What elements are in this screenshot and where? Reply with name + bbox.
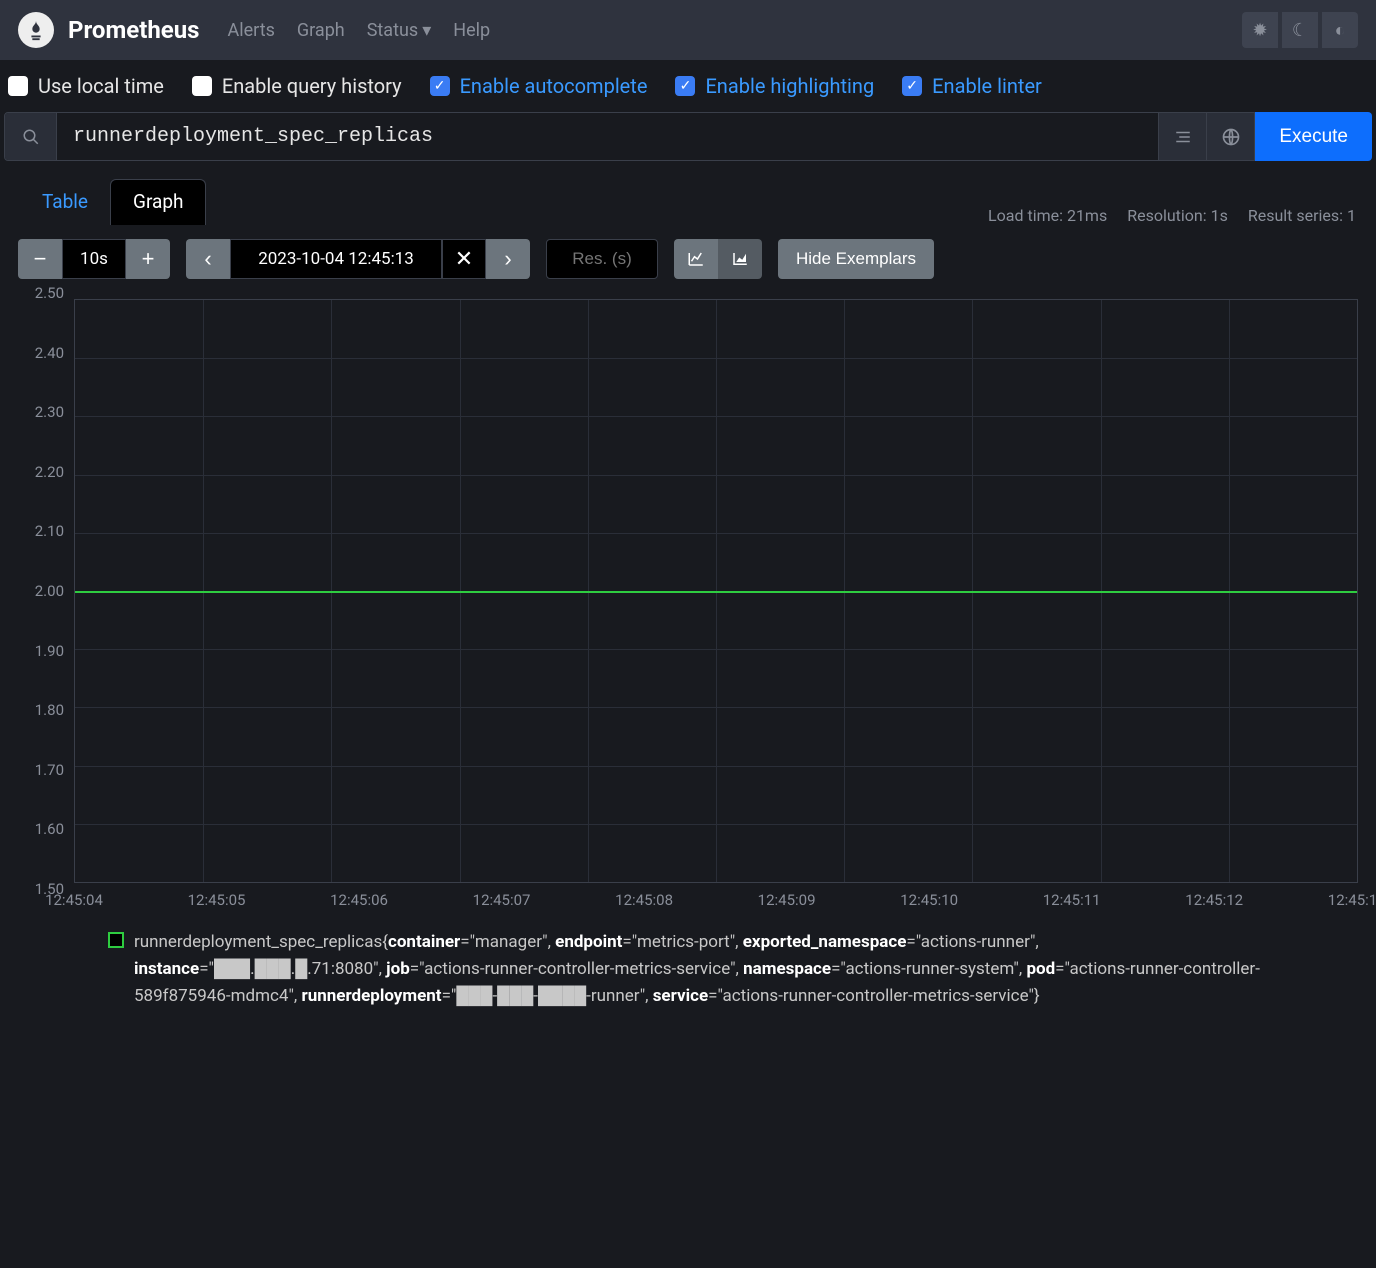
- expression-row: Execute: [0, 112, 1376, 161]
- line-chart-icon: [687, 250, 705, 268]
- toggle-1[interactable]: Enable query history: [192, 74, 402, 98]
- legend-text: runnerdeployment_spec_replicas{container…: [134, 929, 1268, 1011]
- x-tick-label: 12:45:06: [330, 891, 388, 909]
- x-tick-label: 12:45:10: [900, 891, 958, 909]
- theme-auto-button[interactable]: ✹: [1242, 12, 1278, 48]
- x-tick-label: 12:45:04: [45, 891, 103, 909]
- toggle-label: Use local time: [38, 74, 164, 98]
- brand-title: Prometheus: [68, 16, 200, 44]
- x-tick-label: 12:45:08: [615, 891, 673, 909]
- toggle-label: Enable autocomplete: [460, 74, 648, 98]
- chart: 2.502.402.302.202.102.001.901.801.701.60…: [18, 293, 1358, 913]
- contrast-icon: ◐: [1335, 20, 1346, 41]
- time-value[interactable]: 2023-10-04 12:45:13: [230, 239, 442, 279]
- globe-button[interactable]: [1206, 113, 1254, 160]
- theme-light-button[interactable]: ◐: [1322, 12, 1358, 48]
- brand-wrap[interactable]: Prometheus: [18, 12, 200, 48]
- stat-loadtime: Load time: 21ms: [988, 206, 1107, 225]
- format-button[interactable]: [1158, 113, 1206, 160]
- x-tick-label: 12:45:07: [473, 891, 531, 909]
- x-tick-label: 12:45:05: [188, 891, 246, 909]
- chevron-right-icon: ›: [504, 246, 511, 272]
- x-tick-label: 12:45:12: [1185, 891, 1243, 909]
- x-tick-label: 12:45:13: [1328, 891, 1376, 909]
- checkbox-icon: [192, 76, 212, 96]
- close-icon: ✕: [455, 246, 473, 272]
- execute-button[interactable]: Execute: [1255, 112, 1372, 161]
- moon-icon: ☾: [1292, 20, 1308, 41]
- plot-area[interactable]: [74, 299, 1358, 883]
- y-tick-label: 2.50: [35, 284, 64, 302]
- prometheus-logo-icon: [18, 12, 54, 48]
- toggle-4[interactable]: ✓ Enable linter: [902, 74, 1042, 98]
- range-value[interactable]: 10s: [62, 239, 126, 279]
- y-tick-label: 2.00: [35, 582, 64, 600]
- stat-resolution: Resolution: 1s: [1127, 206, 1228, 225]
- caret-down-icon: ▾: [422, 20, 431, 41]
- toggle-label: Enable highlighting: [705, 74, 874, 98]
- plus-icon: +: [142, 246, 155, 272]
- toggle-2[interactable]: ✓ Enable autocomplete: [430, 74, 648, 98]
- y-tick-label: 1.60: [35, 820, 64, 838]
- hide-exemplars-button[interactable]: Hide Exemplars: [778, 239, 934, 279]
- chevron-left-icon: ‹: [204, 246, 211, 272]
- checkbox-icon: ✓: [430, 76, 450, 96]
- sun-gear-icon: ✹: [1252, 20, 1267, 41]
- stat-series: Result series: 1: [1248, 206, 1356, 225]
- legend-swatch: [108, 932, 124, 948]
- y-tick-label: 1.90: [35, 642, 64, 660]
- checkbox-icon: [8, 76, 28, 96]
- y-axis: 2.502.402.302.202.102.001.901.801.701.60…: [18, 293, 68, 889]
- nav-link-graph[interactable]: Graph: [297, 20, 345, 41]
- chart-stacked-button[interactable]: [718, 239, 762, 279]
- time-clear-button[interactable]: ✕: [442, 239, 486, 279]
- y-tick-label: 2.30: [35, 403, 64, 421]
- nav-link-alerts[interactable]: Alerts: [228, 20, 275, 41]
- toggle-bar: Use local time Enable query history ✓ Enabl…: [0, 60, 1376, 112]
- expression-input[interactable]: [57, 113, 1158, 160]
- y-tick-label: 1.80: [35, 701, 64, 719]
- area-chart-icon: [731, 250, 749, 268]
- navbar: Prometheus Alerts Graph Status ▾ Help ✹ …: [0, 0, 1376, 60]
- range-decrease-button[interactable]: −: [18, 239, 62, 279]
- minus-icon: −: [34, 246, 47, 272]
- chart-line-button[interactable]: [674, 239, 718, 279]
- time-next-button[interactable]: ›: [486, 239, 530, 279]
- nav-links: Alerts Graph Status ▾ Help: [228, 20, 491, 41]
- chart-type-group: [674, 239, 762, 279]
- time-group: ‹ 2023-10-04 12:45:13 ✕ ›: [186, 239, 530, 279]
- toggle-label: Enable linter: [932, 74, 1042, 98]
- nav-link-status[interactable]: Status ▾: [367, 20, 432, 41]
- toggle-label: Enable query history: [222, 74, 402, 98]
- legend[interactable]: runnerdeployment_spec_replicas{container…: [18, 913, 1358, 1027]
- checkbox-icon: ✓: [675, 76, 695, 96]
- toggle-3[interactable]: ✓ Enable highlighting: [675, 74, 874, 98]
- checkbox-icon: ✓: [902, 76, 922, 96]
- chart-area: 2.502.402.302.202.102.001.901.801.701.60…: [0, 293, 1376, 1047]
- y-tick-label: 2.10: [35, 522, 64, 540]
- nav-link-status-label: Status: [367, 20, 418, 41]
- tabs-row: Table Graph Load time: 21ms Resolution: …: [0, 161, 1376, 225]
- graph-controls: − 10s + ‹ 2023-10-04 12:45:13 ✕ › Hide E…: [0, 225, 1376, 293]
- x-tick-label: 12:45:09: [758, 891, 816, 909]
- range-group: − 10s +: [18, 239, 170, 279]
- query-stats: Load time: 21ms Resolution: 1s Result se…: [988, 206, 1356, 225]
- tab-graph[interactable]: Graph: [110, 179, 206, 225]
- y-tick-label: 1.70: [35, 761, 64, 779]
- search-icon: [5, 113, 57, 160]
- time-prev-button[interactable]: ‹: [186, 239, 230, 279]
- nav-link-help[interactable]: Help: [453, 20, 490, 41]
- series-line[interactable]: [75, 591, 1357, 593]
- resolution-input[interactable]: [546, 239, 658, 279]
- x-tick-label: 12:45:11: [1043, 891, 1101, 909]
- x-axis: 12:45:0412:45:0512:45:0612:45:0712:45:08…: [74, 889, 1358, 913]
- theme-dark-button[interactable]: ☾: [1282, 12, 1318, 48]
- range-increase-button[interactable]: +: [126, 239, 170, 279]
- y-tick-label: 2.20: [35, 463, 64, 481]
- y-tick-label: 2.40: [35, 344, 64, 362]
- tab-table[interactable]: Table: [20, 180, 110, 225]
- toggle-0[interactable]: Use local time: [8, 74, 164, 98]
